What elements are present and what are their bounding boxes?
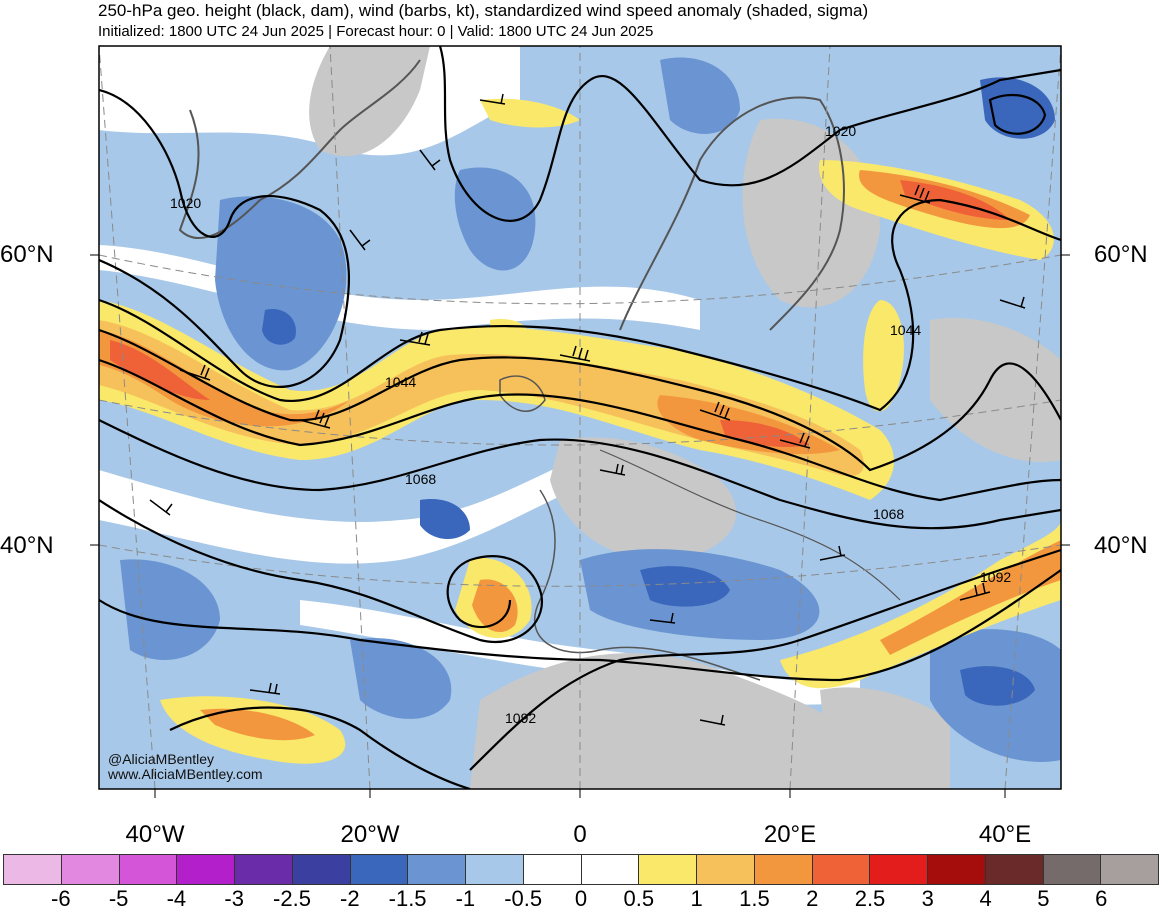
colorbar-swatch [350, 855, 409, 884]
colorbar-tick-label: -2.5 [273, 886, 311, 911]
coastline-greenland [178, 59, 421, 240]
colorbar-tick-label: -1 [455, 886, 476, 911]
longitude-label-40e: 40°E [978, 821, 1032, 848]
colorbar-tick-label: 1 [690, 886, 703, 911]
colorbar-swatch [235, 855, 293, 884]
wind-barbs [149, 93, 1026, 726]
coastline-scandinavia [619, 96, 845, 331]
colorbar-tick-label: -1.5 [388, 886, 427, 911]
colorbar-swatch [177, 855, 235, 884]
colorbar-swatch [523, 855, 582, 884]
colorbar-tick-label: 2 [806, 886, 819, 911]
anomaly-negative-strong [420, 499, 470, 540]
colorbar-swatch [408, 855, 466, 884]
anomaly-positive [480, 98, 580, 128]
land-middle-east [820, 687, 950, 789]
credit-website: www.AliciaMBentley.com [108, 766, 263, 782]
contour-labels: 1020 1020 1044 1044 1068 1068 1092 1092 [170, 123, 1011, 726]
colorbar-swatch [119, 855, 178, 884]
colorbar-tick-label: 6 [1095, 886, 1108, 911]
jet-anomaly-band [780, 520, 1061, 689]
anomaly-negative-strong [262, 309, 296, 345]
jet-anomaly-band [863, 300, 904, 412]
latitude-label-40n-left: 40°N [0, 532, 54, 559]
longitude-label-20e: 20°E [763, 821, 817, 848]
colorbar-swatch [4, 855, 62, 884]
longitude-label-20w: 20°W [340, 821, 400, 848]
colorbar-swatch [581, 855, 640, 884]
colorbar-tick-label: 0.5 [623, 886, 655, 911]
latitude-label-40n-right: 40°N [1094, 532, 1148, 559]
colorbar-swatch [1043, 855, 1102, 884]
contour-label: 1020 [170, 195, 201, 211]
contour-label: 1044 [385, 374, 416, 390]
colorbar-tick-label: 0 [574, 886, 588, 911]
colorbar-swatch [639, 855, 697, 884]
colorbar-tick-label: -2 [340, 886, 360, 911]
colorbar-tick-label: 2.5 [854, 886, 886, 911]
anomaly-negative-strong [980, 77, 1055, 139]
longitude-label-40w: 40°W [125, 821, 185, 848]
longitude-label-0: 0 [573, 821, 587, 848]
colorbar-tick-label: 1.5 [739, 886, 770, 911]
colorbar-swatch [61, 855, 120, 884]
colorbar-swatch [466, 855, 524, 884]
colorbar [3, 854, 1159, 885]
country-borders [599, 449, 901, 601]
axis-ticks [90, 254, 1070, 798]
coastline-britain [499, 375, 546, 412]
jet-anomaly-core [110, 340, 210, 400]
colorbar-swatch [1101, 855, 1158, 884]
colorbar-swatch [754, 855, 813, 884]
anomaly-negative-strong [960, 666, 1035, 706]
latitude-label-60n-right: 60°N [1094, 241, 1148, 268]
colorbar-tick-label: 3 [921, 886, 934, 911]
colorbar-swatch [812, 855, 871, 884]
colorbar-tick-label: 4 [979, 886, 992, 911]
land-europe [550, 437, 737, 560]
anomaly-negative [660, 57, 740, 134]
chart-title: 250-hPa geo. height (black, dam), wind (… [98, 1, 869, 20]
colorbar-tick-label: -0.5 [504, 886, 543, 911]
contour-label: 1020 [825, 123, 856, 139]
anomaly-negative [350, 638, 452, 719]
colorbar-tick-label: -6 [51, 886, 71, 911]
height-contours [99, 46, 1061, 789]
anomaly-negative [120, 559, 220, 660]
colorbar-tick-label: -4 [166, 886, 187, 911]
contour-label: 1068 [873, 506, 904, 522]
colorbar-tick-label: 5 [1037, 886, 1050, 911]
jet-anomaly-band [99, 320, 864, 477]
land-russia [930, 318, 1061, 462]
colorbar-swatch [985, 855, 1044, 884]
colorbar-swatch [697, 855, 755, 884]
anomaly-neutral-area [99, 245, 700, 330]
colorbar-tick-label: -3 [224, 886, 244, 911]
anomaly-negative [454, 167, 536, 271]
colorbar-swatch [292, 855, 351, 884]
contour-label: 1068 [405, 471, 436, 487]
colorbar-tick-label: -5 [108, 886, 129, 911]
credit-handle: @AliciaMBentley [108, 751, 215, 767]
anomaly-negative [215, 196, 347, 371]
contour-label: 1092 [505, 710, 536, 726]
colorbar-swatch [928, 855, 986, 884]
latitude-label-60n-left: 60°N [0, 241, 54, 268]
land-greenland [309, 46, 430, 157]
cutoff-anomaly [472, 579, 518, 633]
map-plot-area: 1020 1020 1044 1044 1068 1068 1092 1092 [99, 46, 1061, 789]
anomaly-negative-strong [640, 566, 730, 607]
anomaly-neutral-area [99, 450, 600, 564]
contour-label: 1044 [890, 322, 921, 338]
chart-subtitle: Initialized: 1800 UTC 24 Jun 2025 | Fore… [98, 23, 654, 40]
jet-anomaly-band [99, 300, 894, 500]
colorbar-swatch [870, 855, 928, 884]
anomaly-positive [200, 708, 315, 741]
land-north-africa [470, 653, 900, 789]
contour-label: 1092 [980, 569, 1011, 585]
